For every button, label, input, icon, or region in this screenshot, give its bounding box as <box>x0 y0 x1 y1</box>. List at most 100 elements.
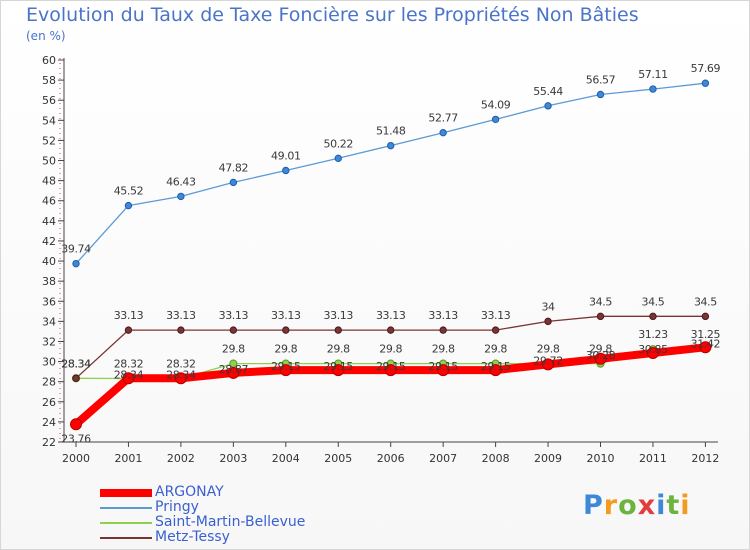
legend-item-metz-tessy: Metz-Tessy <box>100 530 360 545</box>
data-label: 30.28 <box>586 349 616 362</box>
legend: ARGONAY Pringy Saint-Martin-Bellevue Met… <box>100 485 360 545</box>
x-tick-label: 2008 <box>482 452 510 465</box>
data-point <box>227 366 240 379</box>
data-label: 45.52 <box>114 185 144 198</box>
data-point <box>596 90 605 99</box>
data-point <box>177 326 185 334</box>
legend-swatch-metz-tessy <box>100 537 152 539</box>
data-label: 56.57 <box>586 73 616 86</box>
data-point <box>124 201 133 210</box>
series-layer <box>70 79 712 431</box>
brand-letter: o <box>618 490 638 521</box>
data-point <box>282 166 290 175</box>
x-tick-label: 2011 <box>639 452 667 465</box>
data-labels-layer: 23.76 28.34 28.34 28.87 29.15 29.15 29.15 29.15… <box>61 62 721 445</box>
data-label: 34.5 <box>589 295 612 308</box>
data-label: 28.87 <box>219 363 249 376</box>
brand-letter: x <box>637 490 657 521</box>
y-tick-label: 58 <box>42 74 56 87</box>
data-label: 29.15 <box>481 360 511 373</box>
data-point <box>491 115 500 124</box>
legend-label-metz-tessy: Metz-Tessy <box>155 529 230 545</box>
data-label: 57.11 <box>638 68 668 81</box>
data-label: 28.32 <box>166 357 196 370</box>
data-label: 29.15 <box>271 360 301 373</box>
legend-item-pringy: Pringy <box>100 500 360 515</box>
legend-label-saint-martin-bellevue: Saint-Martin-Bellevue <box>155 514 306 530</box>
y-tick-label: 30 <box>42 356 56 369</box>
data-label: 29.72 <box>533 354 563 367</box>
data-label: 34 <box>541 300 555 313</box>
data-label: 31.42 <box>691 337 721 350</box>
data-point <box>491 326 500 334</box>
data-point <box>596 312 605 321</box>
data-label: 34.5 <box>694 295 717 308</box>
brand-letter: i <box>656 490 667 521</box>
x-tick-label: 2006 <box>377 452 405 465</box>
data-point <box>384 364 397 377</box>
y-tick-label: 42 <box>42 235 56 248</box>
data-label: 33.13 <box>376 309 406 322</box>
data-point <box>439 326 447 334</box>
data-point <box>544 102 552 110</box>
data-label: 29.8 <box>484 343 507 356</box>
data-label: 54.09 <box>481 98 511 111</box>
data-point <box>489 364 502 377</box>
y-tick-label: 32 <box>42 335 56 348</box>
x-tick-label: 2007 <box>429 452 457 465</box>
y-tick-label: 26 <box>42 396 56 409</box>
legend-label-pringy: Pringy <box>155 499 199 515</box>
x-tick-label: 2005 <box>324 452 352 465</box>
data-label: 23.76 <box>61 432 91 445</box>
data-point <box>649 85 657 93</box>
data-point <box>72 374 80 382</box>
y-tick-label: 24 <box>42 416 56 429</box>
data-point <box>177 192 185 201</box>
brand-logo: Proxiti <box>583 490 691 521</box>
data-point <box>72 259 80 268</box>
data-label: 49.01 <box>271 149 301 162</box>
data-label: 33.13 <box>271 309 301 322</box>
data-label: 28.34 <box>166 368 196 381</box>
y-tick-label: 54 <box>42 114 56 127</box>
y-tick-label: 56 <box>42 94 56 107</box>
y-tick-label: 40 <box>42 255 56 268</box>
data-label: 29.15 <box>324 360 354 373</box>
data-point <box>646 347 659 360</box>
data-label: 28.34 <box>61 357 91 370</box>
data-label: 29.15 <box>376 360 406 373</box>
data-point <box>439 128 447 137</box>
y-tick-label: 50 <box>42 155 56 168</box>
data-label: 29.8 <box>379 343 402 356</box>
axes: 22 24 26 28 30 32 34 36 38 40 42 44 46 48 50 52 54 56 58 60… <box>42 54 719 465</box>
legend-swatch-argonay <box>100 489 152 497</box>
x-tick-label: 2009 <box>534 452 562 465</box>
x-tick-label: 2012 <box>691 452 719 465</box>
data-point <box>594 352 607 365</box>
data-point <box>699 341 712 354</box>
y-tick-label: 44 <box>42 215 56 228</box>
data-point <box>701 312 710 321</box>
data-label: 52.77 <box>428 112 458 125</box>
data-point <box>332 364 345 377</box>
data-label: 55.44 <box>533 85 563 98</box>
data-label: 31.23 <box>638 328 668 341</box>
y-tick-label: 48 <box>42 175 56 188</box>
brand-letter: i <box>680 490 691 521</box>
data-label: 33.13 <box>114 309 144 322</box>
data-point <box>542 358 555 371</box>
data-point <box>387 141 395 150</box>
data-label: 30.85 <box>638 343 668 356</box>
legend-swatch-saint-martin-bellevue <box>100 522 152 524</box>
data-point <box>387 326 395 334</box>
data-label: 33.13 <box>428 309 458 322</box>
y-tick-label: 38 <box>42 275 56 288</box>
data-label: 29.8 <box>327 343 350 356</box>
y-axis-unit: (en %) <box>26 29 66 43</box>
data-point <box>437 364 450 377</box>
data-point <box>174 372 187 385</box>
data-label: 28.32 <box>114 357 144 370</box>
data-point <box>70 418 82 431</box>
data-label: 28.34 <box>61 357 91 370</box>
